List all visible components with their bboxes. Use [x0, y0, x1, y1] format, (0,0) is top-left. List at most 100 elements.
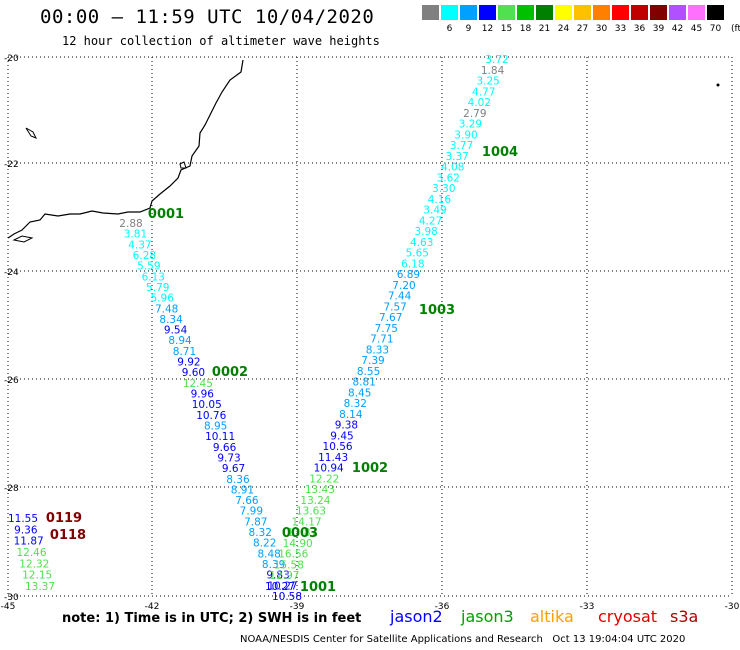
legend-swatch-label: 15 — [500, 24, 513, 34]
wave-height-value: 8.45 — [348, 387, 371, 399]
wave-height-value: 10.76 — [196, 410, 226, 422]
wave-height-value: 13.37 — [25, 581, 55, 593]
wave-height-value: 4.63 — [410, 237, 433, 249]
wave-height-value: 5.59 — [137, 261, 160, 273]
legend-swatch-label: 24 — [557, 24, 570, 34]
wave-height-value: 4.02 — [468, 97, 491, 109]
legend-swatch — [441, 5, 458, 20]
pass-label: 1002 — [352, 461, 388, 476]
pass-label: 0119 — [46, 511, 82, 526]
wave-height-value: 3.25 — [476, 76, 499, 88]
wave-height-value: 8.39 — [262, 559, 285, 571]
wave-height-value: 3.62 — [437, 172, 460, 184]
legend-swatch — [707, 5, 724, 20]
legend-swatch — [574, 5, 591, 20]
wave-height-value: 13.43 — [305, 484, 335, 496]
wave-height-value: 8.48 — [257, 548, 280, 560]
legend-swatch-label: 9 — [465, 24, 472, 34]
wave-height-value: 7.44 — [388, 291, 412, 303]
pass-label: 0118 — [50, 528, 86, 543]
wave-height-value: 1.84 — [481, 65, 505, 77]
wave-height-value: 9.73 — [217, 452, 240, 464]
wave-height-value: 3.37 — [445, 151, 468, 163]
legend-swatch — [650, 5, 667, 20]
wave-height-value: 7.87 — [244, 516, 267, 528]
legend-swatch — [479, 5, 496, 20]
lat-tick-label: -22 — [4, 160, 19, 170]
pass-label: 1001 — [300, 580, 336, 595]
wave-height-value: 4.37 — [128, 239, 151, 251]
satellite-name: jason3 — [461, 607, 514, 626]
legend-swatch-label: 45 — [690, 24, 703, 34]
wave-height-value: 14.17 — [292, 516, 322, 528]
wave-height-value: 10.94 — [314, 463, 344, 475]
lat-tick-label: -26 — [4, 376, 19, 386]
wave-height-value: 12.45 — [183, 378, 213, 390]
wave-height-value: 8.33 — [366, 344, 389, 356]
legend-swatch-label: 18 — [519, 24, 532, 34]
wave-height-value: 3.29 — [459, 119, 482, 131]
pass-label: 0003 — [282, 526, 318, 541]
legend-swatch — [631, 5, 648, 20]
legend-swatch-label: 27 — [576, 24, 589, 34]
wave-height-value: 5.96 — [151, 293, 175, 305]
wave-height-value: 6.89 — [397, 269, 420, 281]
wave-height-value: 13.87 — [287, 527, 317, 539]
lon-tick-label: -30 — [725, 602, 740, 612]
wave-height-value: 15.58 — [274, 559, 304, 571]
wave-height-value: 8.32 — [249, 527, 272, 539]
wave-height-value: 8.22 — [253, 538, 276, 550]
lon-tick-label: -36 — [435, 602, 450, 612]
legend-swatch — [498, 5, 515, 20]
wave-height-value: 3.72 — [485, 54, 508, 66]
legend-swatch-label: 12 — [481, 24, 494, 34]
wave-height-value: 8.34 — [159, 314, 183, 326]
wave-height-value: 9.67 — [222, 463, 245, 475]
lat-tick-label: -20 — [4, 54, 19, 64]
legend-swatch — [517, 5, 534, 20]
footer-note: note: 1) Time is in UTC; 2) SWH is in fe… — [62, 611, 362, 626]
legend-swatch-label: 6 — [446, 24, 453, 34]
wave-height-value: 13.63 — [296, 506, 326, 518]
wave-height-value: 8.95 — [204, 420, 227, 432]
legend-swatch-label: 70 — [709, 24, 722, 34]
wave-height-value: 7.75 — [375, 323, 398, 335]
legend-swatch — [612, 5, 629, 20]
wave-height-value: 12.22 — [309, 473, 339, 485]
satellite-name: s3a — [670, 607, 699, 626]
wave-height-value: 12.46 — [16, 547, 46, 559]
legend-swatch-label: 39 — [652, 24, 665, 34]
legend-swatch — [536, 5, 553, 20]
wave-height-value: 8.32 — [344, 398, 367, 410]
wave-height-value: 9.83 — [266, 570, 289, 582]
wave-height-value: 10.58 — [272, 591, 302, 603]
wave-height-value: 8.81 — [352, 377, 375, 389]
pass-label: 0002 — [212, 365, 248, 380]
wave-height-value: 11.43 — [318, 452, 348, 464]
wave-height-value: 9.60 — [182, 367, 205, 379]
legend-swatch-label: 36 — [633, 24, 646, 34]
wave-height-value: 10.56 — [323, 441, 353, 453]
wave-height-value: 3.81 — [124, 229, 147, 241]
wave-height-value: 9.38 — [335, 420, 358, 432]
wave-height-value: 7.99 — [240, 506, 263, 518]
wave-height-value: 4.16 — [428, 194, 452, 206]
wave-height-value: 8.36 — [226, 474, 250, 486]
satellite-name: jason2 — [390, 607, 443, 626]
wave-height-value: 10.27 — [265, 581, 295, 593]
wave-height-value: 8.94 — [168, 335, 192, 347]
wave-height-value: 16.56 — [278, 549, 308, 561]
wave-height-value: 3.49 — [423, 205, 446, 217]
pass-label: 1003 — [419, 303, 455, 318]
wave-height-value: 12.15 — [22, 570, 52, 582]
wave-height-value: 3.98 — [414, 226, 437, 238]
legend-swatch — [593, 5, 610, 20]
wave-height-value: 6.13 — [142, 271, 165, 283]
map-subtitle: 12 hour collection of altimeter wave hei… — [62, 34, 380, 48]
legend-swatch-label: 33 — [614, 24, 627, 34]
pass-label: 1004 — [482, 145, 518, 160]
wave-height-value: 8.91 — [231, 484, 254, 496]
wave-height-value: 9.45 — [330, 430, 353, 442]
wave-height-value: 5.79 — [146, 282, 169, 294]
